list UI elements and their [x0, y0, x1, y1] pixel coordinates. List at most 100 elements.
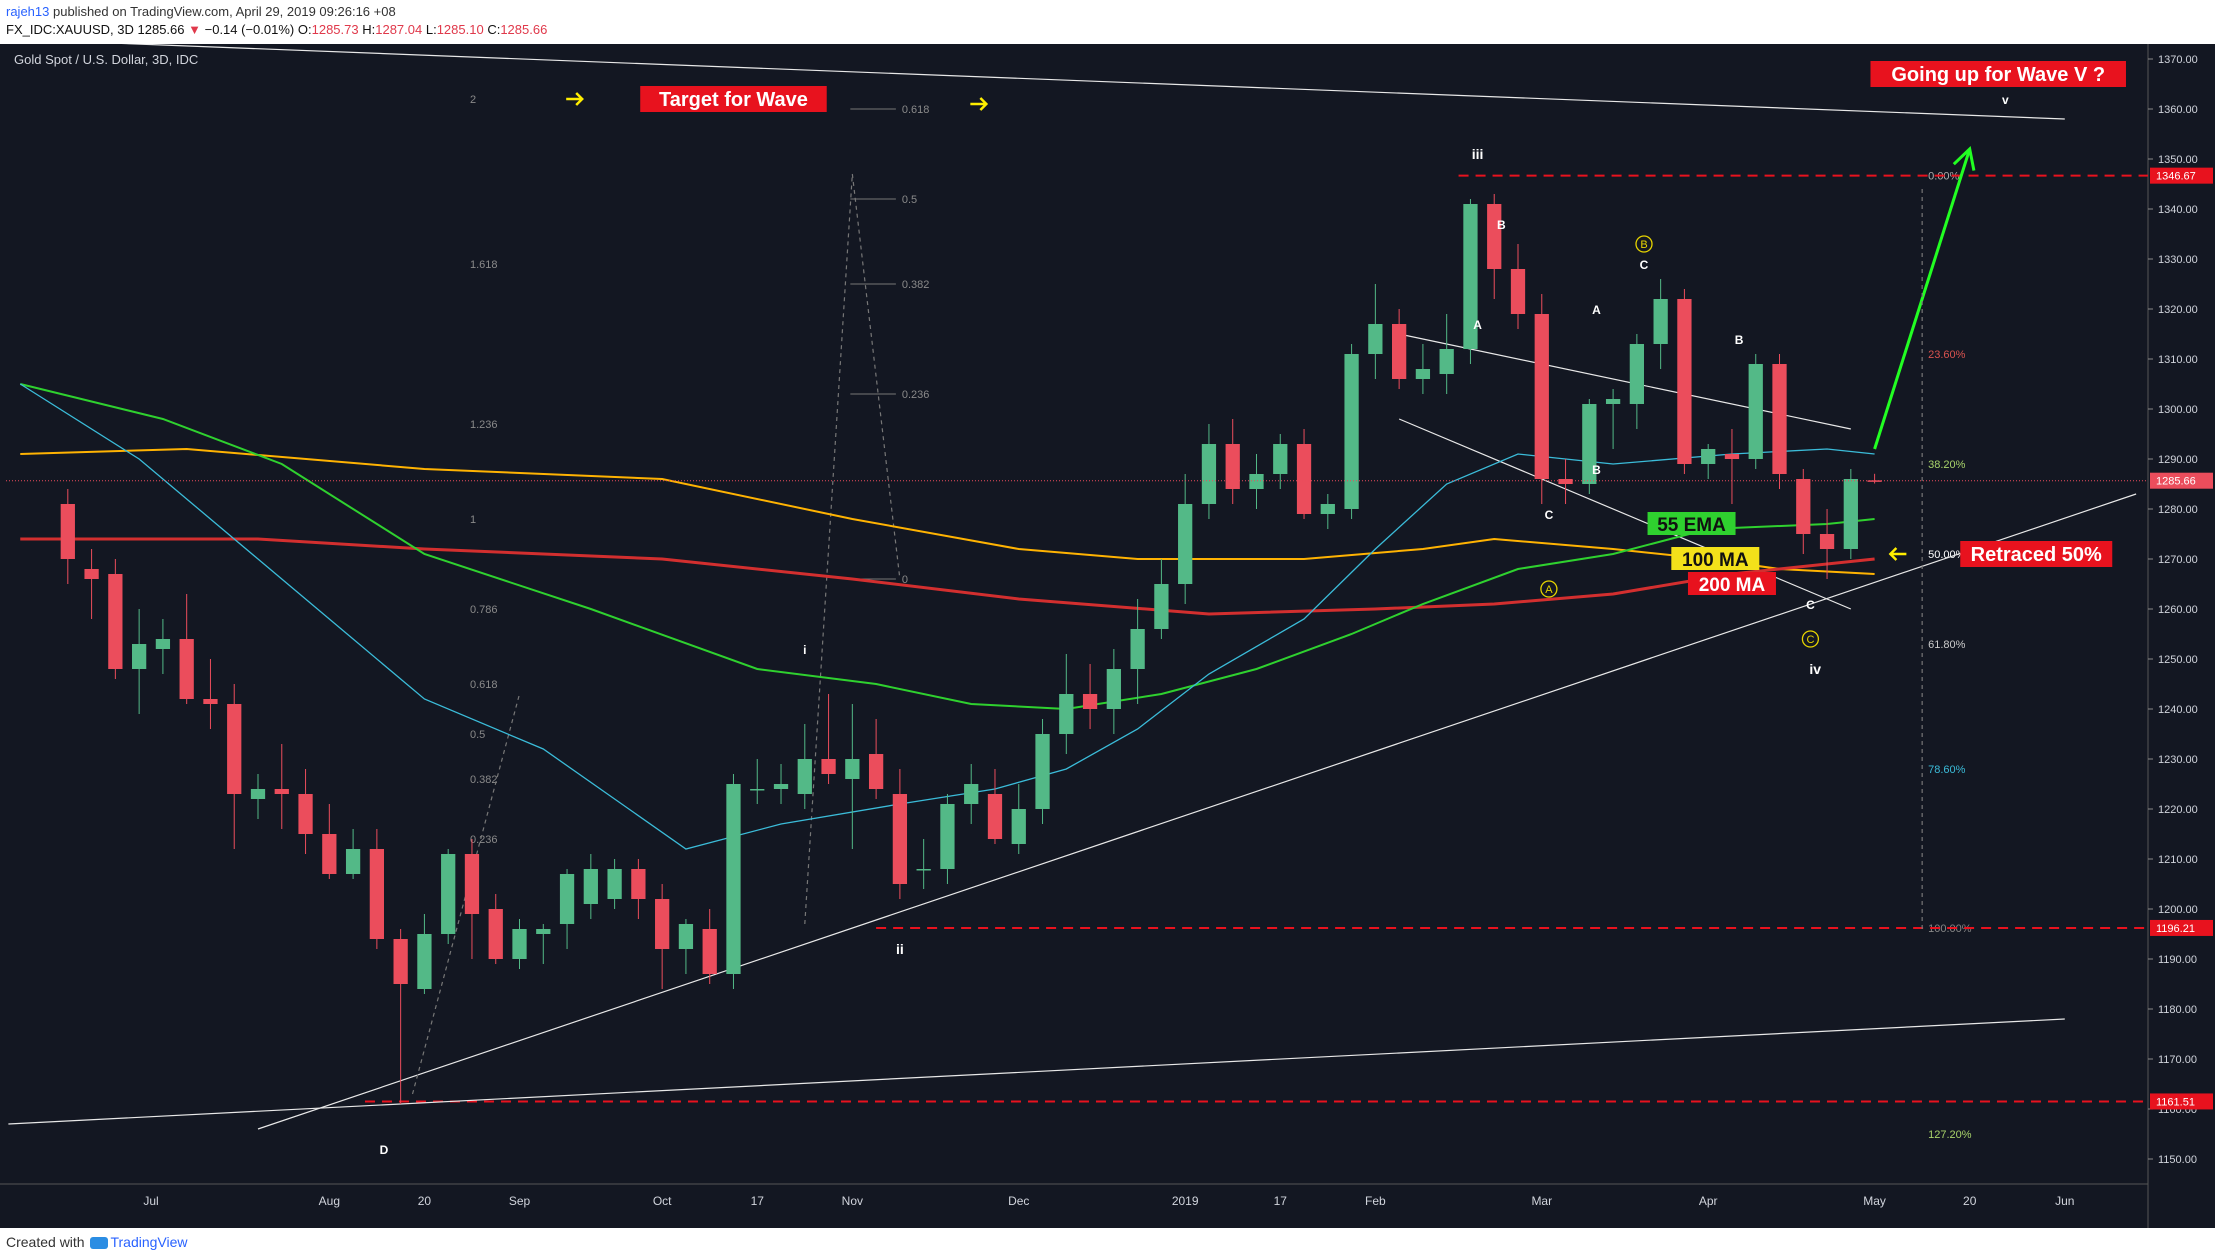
- x-tick-label: Sep: [509, 1194, 531, 1208]
- candle-body: [488, 909, 503, 959]
- price-chart[interactable]: Gold Spot / U.S. Dollar, 3D, IDC 1150.00 1…: [0, 38, 2215, 1228]
- candle-body: [1487, 204, 1502, 269]
- level-price-label: 1196.21: [2156, 923, 2195, 935]
- symbol-label: FX_IDC:XAUUSD, 3D: [6, 22, 134, 37]
- candle-body: [322, 834, 337, 874]
- candle-body: [1653, 299, 1668, 344]
- chart-area[interactable]: Gold Spot / U.S. Dollar, 3D, IDC 1150.00 1…: [0, 38, 2215, 1228]
- candle-body: [1701, 449, 1716, 464]
- wave-circle-icon: [1801, 630, 1820, 648]
- tradingview-link[interactable]: TradingView: [110, 1234, 188, 1250]
- y-tick-label: 1220.00: [2158, 804, 2198, 816]
- y-tick-label: 1360.00: [2158, 104, 2198, 116]
- author-link[interactable]: rajeh13: [6, 4, 50, 19]
- x-tick-label: 17: [1274, 1194, 1288, 1208]
- fib-retracement-label: 61.80%: [1928, 639, 1966, 651]
- y-tick-label: 1260.00: [2158, 604, 2198, 616]
- candle-body: [702, 929, 717, 974]
- price-axis-background: [2148, 44, 2215, 1228]
- candle-body: [964, 784, 979, 804]
- ohlc-bar: FX_IDC:XAUUSD, 3D 1285.66 ▼ −0.14 (−0.01…: [6, 22, 547, 37]
- candle-body: [1843, 479, 1858, 549]
- candle-body: [750, 789, 765, 791]
- change-value: −0.14 (−0.01%): [204, 22, 295, 37]
- candle-body: [1558, 479, 1573, 484]
- candle-body: [583, 869, 598, 904]
- fib-retracement-label: 50.00%: [1928, 549, 1966, 561]
- candle-body: [203, 699, 218, 704]
- candle-body: [631, 869, 646, 899]
- candle-body: [1082, 694, 1098, 709]
- trend-line: [804, 173, 853, 925]
- y-tick-label: 1340.00: [2158, 204, 2198, 216]
- candle-body: [1059, 694, 1074, 734]
- ma-label-text: 100 MA: [1682, 550, 1749, 571]
- x-tick-label: Feb: [1365, 1194, 1386, 1208]
- wave-v-arrow: [1873, 148, 1972, 450]
- fib-extension-label: 0.382: [470, 774, 498, 786]
- x-tick-label: 17: [751, 1194, 765, 1208]
- chart-title: Gold Spot / U.S. Dollar, 3D, IDC: [14, 52, 198, 67]
- wave-label: C: [1806, 598, 1815, 612]
- candle-body: [1368, 324, 1383, 354]
- x-tick-label: Aug: [319, 1194, 340, 1208]
- candle-body: [1130, 629, 1145, 669]
- candle-body: [1463, 204, 1478, 349]
- wave-label: iii: [1472, 146, 1484, 162]
- fib-retracement-label: 23.60%: [1928, 349, 1966, 361]
- wave-label: C: [1545, 508, 1554, 522]
- fib-mid-label: 0.236: [902, 389, 930, 401]
- open-value: 1285.73: [311, 22, 359, 37]
- y-tick-label: 1230.00: [2158, 754, 2198, 766]
- low-value: 1285.10: [436, 22, 484, 37]
- high-label: H:: [362, 22, 376, 37]
- candle-body: [868, 754, 884, 789]
- yellow-arrowhead-icon: [979, 97, 989, 111]
- candle-body: [132, 644, 147, 669]
- level-price-tag: [2150, 1093, 2213, 1110]
- yellow-arrowhead-icon: [575, 92, 584, 106]
- candle-body: [940, 804, 955, 869]
- level-price-tag: [2150, 919, 2213, 936]
- x-tick-label: May: [1863, 1194, 1886, 1208]
- y-tick-label: 1190.00: [2158, 954, 2197, 966]
- candle-body: [1106, 669, 1121, 709]
- annotation-text: Going up for Wave V ?: [1891, 64, 2105, 86]
- candle-body: [773, 784, 789, 789]
- y-tick-label: 1280.00: [2158, 504, 2198, 516]
- x-tick-label: Nov: [842, 1194, 863, 1208]
- candle-body: [892, 794, 908, 884]
- candle-body: [1582, 404, 1597, 484]
- fib-extension-label: 0.236: [470, 834, 498, 846]
- candle-body: [108, 574, 123, 669]
- y-tick-label: 1300.00: [2158, 404, 2198, 416]
- ma-label-text: 200 MA: [1699, 575, 1766, 596]
- candle-body: [1415, 369, 1431, 379]
- wave-label: A: [1473, 318, 1482, 332]
- wave-circle-icon: [1635, 235, 1653, 253]
- candle-body: [1011, 809, 1026, 844]
- trend-line: [8, 38, 2065, 120]
- wave-label: iv: [1809, 661, 1821, 677]
- candle-body: [1510, 269, 1526, 314]
- moving-average-line: [20, 537, 1875, 616]
- tradingview-logo-icon: [90, 1237, 109, 1250]
- candle-body: [1201, 444, 1217, 504]
- fib-extension-label: 0.786: [470, 604, 498, 616]
- wave-label: B: [1735, 333, 1744, 347]
- fib-extension-label: 1.618: [470, 259, 498, 271]
- candle-body: [60, 504, 75, 559]
- yellow-arrowhead-icon: [1888, 547, 1898, 561]
- x-tick-label: Oct: [653, 1194, 672, 1208]
- candle-body: [179, 639, 194, 699]
- x-tick-label: Jun: [2055, 1194, 2074, 1208]
- high-value: 1287.04: [375, 22, 423, 37]
- x-tick-label: 20: [418, 1194, 432, 1208]
- candle-body: [1629, 344, 1644, 404]
- fib-extension-label: 1.236: [470, 419, 498, 431]
- y-tick-label: 1240.00: [2158, 704, 2198, 716]
- chart-footer: Created with TradingView: [0, 1228, 2215, 1258]
- candle-body: [1035, 734, 1050, 809]
- candle-body: [274, 789, 289, 794]
- level-price-tag: [2150, 167, 2213, 184]
